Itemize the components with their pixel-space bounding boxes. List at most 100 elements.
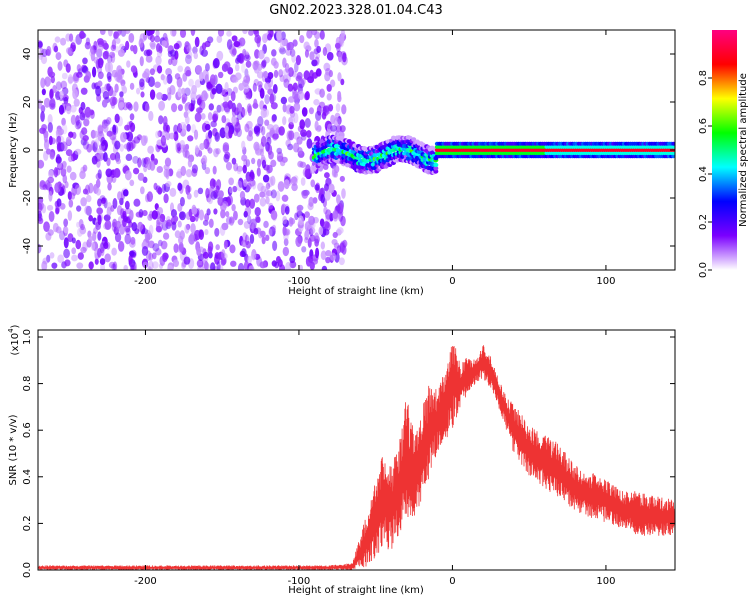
spectrogram-cell <box>243 84 250 93</box>
spectrogram-cell <box>301 246 307 253</box>
spectrogram-cell <box>215 148 221 155</box>
spectrogram-cell <box>196 259 204 268</box>
spectrogram-cell <box>231 157 237 165</box>
spectrogram-cell <box>152 252 157 260</box>
spectrogram-cell <box>292 90 300 100</box>
spectrogram-cell <box>231 48 237 56</box>
spectrogram-cell <box>202 219 209 226</box>
spectrogram-cell <box>322 46 328 56</box>
spectrogram-cell <box>268 228 273 237</box>
spectrogram-cell <box>146 191 154 202</box>
spectrogram-cell <box>155 248 162 256</box>
spectrogram-cell <box>128 254 133 265</box>
spectrogram-cell <box>201 155 208 165</box>
spectrogram-cell <box>310 179 316 188</box>
spectrogram-cell <box>132 155 139 164</box>
spectrogram-cell <box>307 237 312 248</box>
spectrogram-cell <box>178 235 184 245</box>
spectrogram-cell <box>173 124 179 135</box>
spectrogram-cell <box>307 202 314 211</box>
spectrogram-cell <box>117 191 123 201</box>
spectrogram-cell <box>155 55 162 66</box>
spectrogram-cell <box>248 265 255 270</box>
spectrogram-cell <box>248 30 254 36</box>
spectrogram-cell <box>162 254 168 262</box>
spectrogram-cell <box>314 56 320 66</box>
spectrogram-cell <box>166 92 172 101</box>
spectrogram-cell <box>71 254 78 262</box>
spectrogram-cell <box>76 221 81 228</box>
spectrogram-cell <box>239 190 246 200</box>
spectrogram-cell <box>300 77 306 86</box>
spectrogram-cell <box>204 213 210 222</box>
spectrogram-cell <box>193 129 199 140</box>
spectrogram-cell <box>236 180 243 192</box>
spectrogram-cell <box>186 123 191 132</box>
spectrogram-cell <box>100 197 106 204</box>
spectrogram-cell <box>55 91 61 101</box>
spectrogram-cell <box>319 88 325 98</box>
spectrogram-cell <box>94 258 99 265</box>
spectrogram-cell <box>119 43 125 50</box>
spectrogram-cell <box>215 244 220 251</box>
spectrogram-cell <box>109 51 116 59</box>
spectrogram-cell <box>323 62 331 72</box>
spectrogram-cell <box>206 36 214 44</box>
spectrogram-cell <box>308 255 314 263</box>
spectrogram-cell <box>276 31 282 41</box>
spectrogram-cell <box>301 189 309 199</box>
spectrogram-cell <box>163 193 169 204</box>
spectrogram-cell <box>276 151 284 162</box>
spectrogram-cell <box>38 213 43 222</box>
spectrogram-cell <box>270 175 276 186</box>
spectrogram-cell <box>217 71 224 79</box>
spectrogram-cell <box>279 40 285 49</box>
spectrogram-cell <box>287 41 295 51</box>
spectrogram-cell <box>671 141 675 146</box>
colorbar-tick-label: 0.4 <box>698 166 709 182</box>
spectrogram-cell <box>156 50 163 58</box>
spectrogram-cell <box>184 87 191 97</box>
spectrogram-cell <box>53 45 59 53</box>
spectrogram-cell <box>166 73 173 84</box>
spectrogram-cell <box>340 215 346 227</box>
spectrogram-cell <box>283 178 290 190</box>
spectrogram-cell <box>190 30 196 36</box>
spectrogram-cell <box>333 116 341 128</box>
spectrogram-cell <box>130 65 137 73</box>
spectrogram-cell <box>214 227 220 237</box>
spectrogram-cell <box>180 87 186 95</box>
spectrogram-cell <box>156 165 164 173</box>
spectrogram-cell <box>268 202 274 210</box>
spectrogram-cell <box>223 153 230 163</box>
spectrogram-cell <box>111 263 117 270</box>
spectrogram-cell <box>137 172 145 181</box>
spectrogram-cell <box>299 34 305 44</box>
spectrogram-cell <box>318 226 324 236</box>
spectrogram-cell <box>283 78 290 89</box>
spectrogram-cell <box>313 99 320 106</box>
spectrogram-cell <box>207 129 213 139</box>
spectrogram-cell <box>97 57 104 69</box>
spectrogram-cell <box>115 220 121 229</box>
spectrogram-x-ticks: -200 -100 0 100 <box>134 30 615 287</box>
spectrogram-cell <box>315 247 320 259</box>
spectrogram-cell <box>671 144 675 149</box>
spectrogram-cell <box>82 241 88 252</box>
spectrogram-cell <box>321 265 328 270</box>
spectrogram-cell <box>82 57 88 65</box>
spectrogram-cell <box>257 158 262 168</box>
y-tick-label: -40 <box>22 238 33 254</box>
spectrogram-cell <box>82 140 89 150</box>
spectrogram-cell <box>149 159 156 171</box>
spectrogram-cell <box>261 236 266 245</box>
spectrogram-cell <box>97 124 104 134</box>
spectrogram-cell <box>324 183 329 192</box>
spectrogram-cell <box>325 104 331 115</box>
spectrogram-cell <box>48 210 55 222</box>
spectrogram-cell <box>175 171 183 178</box>
spectrogram-cell <box>182 144 189 153</box>
spectrogram-cell <box>41 260 48 270</box>
spectrogram-cell <box>306 138 313 149</box>
y-tick-label: 40 <box>22 48 33 61</box>
